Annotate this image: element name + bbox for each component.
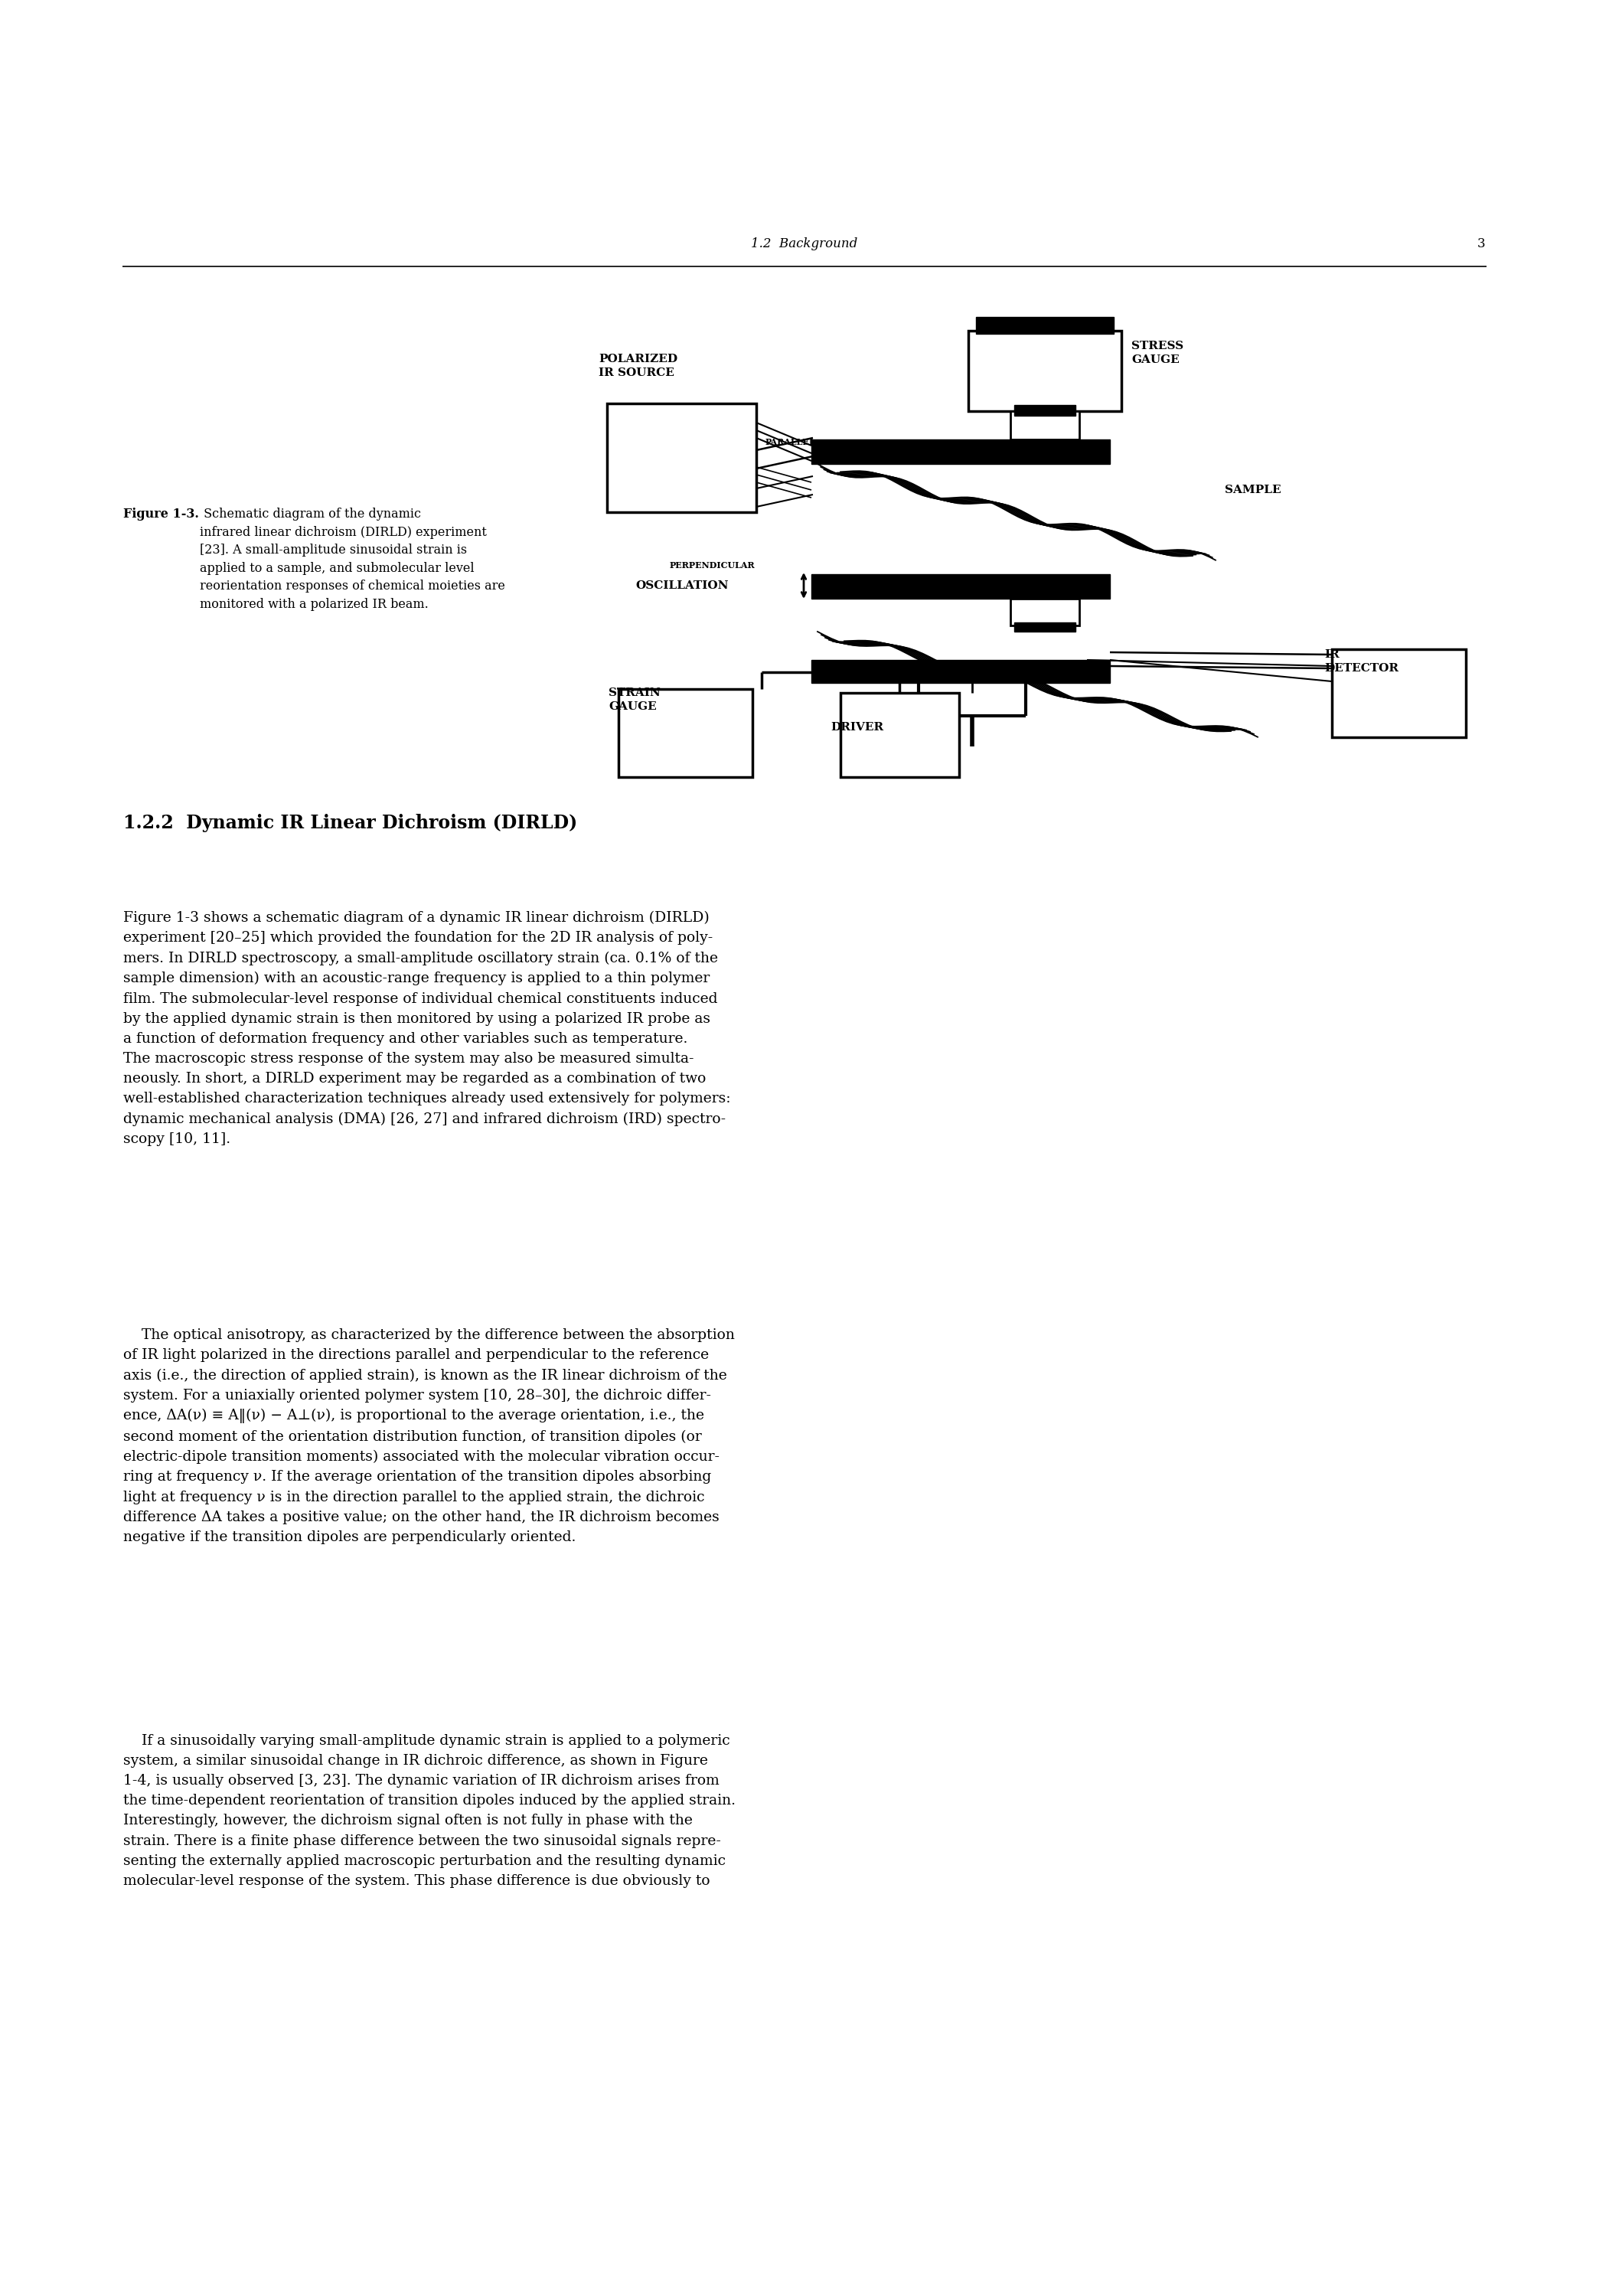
Text: 1.2  Background: 1.2 Background — [751, 236, 858, 250]
Bar — [607, 404, 756, 512]
Text: DRIVER: DRIVER — [830, 721, 883, 732]
Bar — [1014, 404, 1075, 416]
Text: If a sinusoidally varying small-amplitude dynamic strain is applied to a polymer: If a sinusoidally varying small-amplitud… — [124, 1733, 735, 1887]
Bar — [1014, 622, 1075, 631]
Bar — [618, 689, 753, 776]
Text: IR
DETECTOR: IR DETECTOR — [1324, 650, 1398, 673]
Text: POLARIZED
IR SOURCE: POLARIZED IR SOURCE — [599, 354, 677, 379]
Bar — [1010, 411, 1080, 439]
Bar — [811, 439, 1110, 464]
Text: PARALLEL: PARALLEL — [766, 439, 816, 445]
Text: PERPENDICULAR: PERPENDICULAR — [669, 560, 755, 569]
Bar — [969, 331, 1121, 411]
Text: Schematic diagram of the dynamic
infrared linear dichroism (DIRLD) experiment
[2: Schematic diagram of the dynamic infrare… — [200, 507, 505, 611]
Text: The optical anisotropy, as characterized by the difference between the absorptio: The optical anisotropy, as characterized… — [124, 1329, 735, 1543]
Text: 3: 3 — [1477, 236, 1485, 250]
Text: OSCILLATION: OSCILLATION — [636, 581, 729, 590]
Bar — [1332, 650, 1466, 737]
Bar — [840, 693, 959, 776]
Bar — [1010, 599, 1080, 625]
Text: SAMPLE: SAMPLE — [1224, 484, 1281, 496]
Text: Figure 1-3 shows a schematic diagram of a dynamic IR linear dichroism (DIRLD)
ex: Figure 1-3 shows a schematic diagram of … — [124, 912, 730, 1146]
Text: STRAIN
GAUGE: STRAIN GAUGE — [608, 687, 660, 712]
Bar — [811, 659, 1110, 682]
Text: Figure 1-3.: Figure 1-3. — [124, 507, 200, 521]
Text: STRESS
GAUGE: STRESS GAUGE — [1131, 340, 1184, 365]
Text: 1.2.2  Dynamic IR Linear Dichroism (DIRLD): 1.2.2 Dynamic IR Linear Dichroism (DIRLD… — [124, 813, 578, 831]
Bar — [977, 317, 1113, 333]
Bar — [811, 574, 1110, 599]
